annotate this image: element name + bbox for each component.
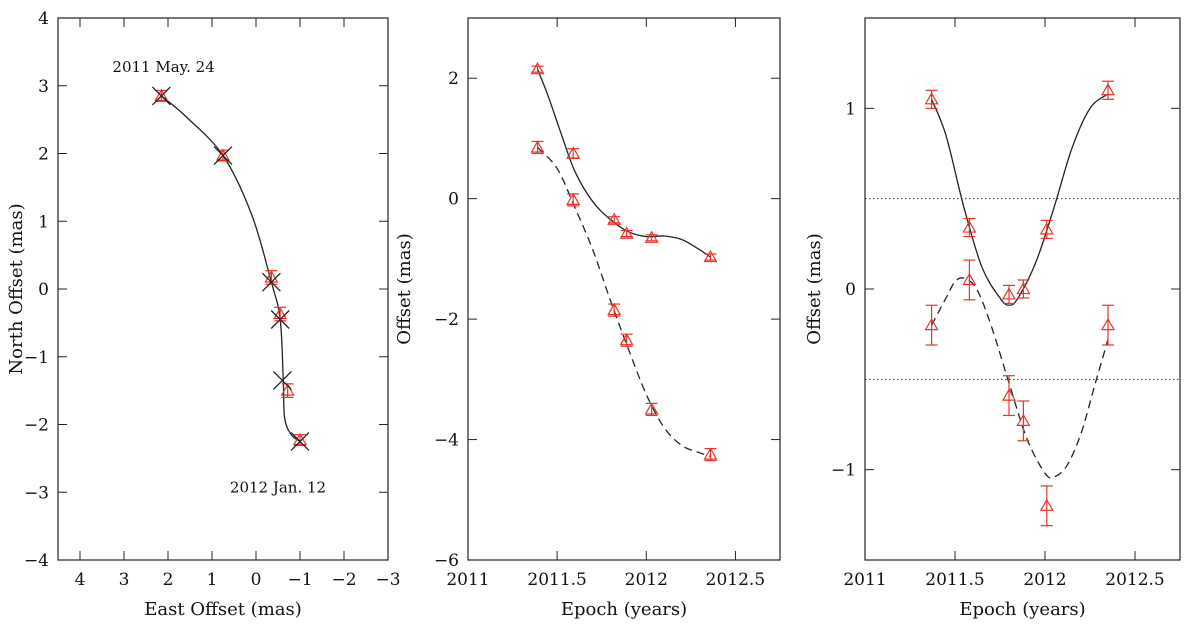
y-tick-label: 1 <box>845 99 856 119</box>
data-point-triangle <box>1016 281 1031 295</box>
annotation-label: 2011 May. 24 <box>112 58 214 76</box>
model-point-cross <box>151 86 171 106</box>
x-tick-label: 2011 <box>843 570 886 590</box>
y-tick-label: 0 <box>448 190 459 210</box>
y-tick-label: 0 <box>38 280 49 300</box>
plot-frame <box>57 17 389 561</box>
data-point-triangle <box>1100 317 1116 331</box>
data-point-triangle <box>924 92 939 105</box>
model-point-cross <box>261 272 281 292</box>
x-tick-label: 0 <box>251 570 262 590</box>
x-tick-label: 2012.5 <box>706 570 765 590</box>
x-tick-label: 2012.5 <box>1105 570 1164 590</box>
data-point-triangle <box>1001 287 1017 300</box>
x-tick-label: −2 <box>331 570 356 590</box>
data-point-triangle <box>1016 413 1031 426</box>
data-point-triangle <box>644 402 659 415</box>
data-point-triangle <box>962 220 977 233</box>
y-tick-label: 3 <box>38 77 49 97</box>
x-axis-title: Epoch (years) <box>959 599 1085 620</box>
y-axis-title: North Offset (mas) <box>6 203 27 374</box>
solid-fit-curve <box>536 68 711 258</box>
y-tick-label: −1 <box>831 461 856 481</box>
model-point-cross <box>213 146 233 165</box>
model-point-cross <box>272 371 292 390</box>
data-point-triangle <box>619 226 634 239</box>
data-point-triangle <box>273 306 288 320</box>
dashed-fit-curve <box>537 147 711 458</box>
plot-frame <box>467 17 781 561</box>
y-tick-label: 1 <box>38 212 49 232</box>
data-point-triangle <box>607 302 622 316</box>
data-point-triangle <box>1039 222 1054 235</box>
data-point-triangle <box>703 447 718 460</box>
data-point-triangle <box>619 332 634 346</box>
x-axis-title: East Offset (mas) <box>144 599 302 620</box>
model-point-cross <box>270 310 290 329</box>
data-point-triangle <box>566 192 581 205</box>
data-point-triangle <box>1100 83 1116 96</box>
y-tick-label: −4 <box>24 551 49 571</box>
data-point-triangle <box>644 230 659 243</box>
annotation-label: 2012 Jan. 12 <box>230 478 326 496</box>
plot-frame <box>864 17 1181 561</box>
data-point-triangle <box>1001 388 1017 401</box>
data-point-triangle <box>154 88 169 102</box>
x-tick-label: −3 <box>375 570 400 590</box>
chart-panel-2: 2011 2011.5 2012 2012.5 −6 −4 −2 0 2 Epoch (years… <box>394 17 781 620</box>
chart-panel-3: 2011 2011.5 2012 2012.5 −1 0 1 Epoch (years) Off… <box>804 17 1181 620</box>
data-point-triangle <box>703 249 718 263</box>
chart-panel-1: 4 3 2 1 0 −1 −2 −3 −4 −3 −2 −1 0 1 2 3 4 East Offset (mas… <box>6 9 401 620</box>
data-point-triangle <box>530 61 545 75</box>
y-tick-label: −6 <box>434 551 459 571</box>
data-point-triangle <box>924 317 939 331</box>
x-tick-label: 3 <box>119 570 130 590</box>
y-tick-label: −4 <box>434 431 459 451</box>
x-tick-label: 2 <box>163 570 174 590</box>
x-tick-label: 2012 <box>625 570 668 590</box>
y-axis-title: Offset (mas) <box>804 233 825 344</box>
y-tick-label: 4 <box>38 9 49 29</box>
data-point-triangle <box>530 140 545 153</box>
data-point-triangle <box>566 146 581 159</box>
y-tick-label: −3 <box>24 483 49 503</box>
y-tick-label: 0 <box>845 280 856 300</box>
y-tick-label: −2 <box>434 310 459 330</box>
model-point-cross <box>290 431 310 451</box>
x-tick-label: −1 <box>287 570 312 590</box>
dashed-fit-curve <box>931 277 1109 479</box>
y-tick-label: −1 <box>24 348 49 368</box>
x-tick-label: 4 <box>75 570 86 590</box>
y-tick-label: −2 <box>24 416 49 436</box>
data-point-triangle <box>280 383 295 396</box>
solid-fit-curve <box>930 93 1109 306</box>
x-tick-label: 2012 <box>1023 570 1066 590</box>
data-point-triangle <box>1039 498 1054 511</box>
data-point-triangle <box>962 272 977 286</box>
y-axis-title: Offset (mas) <box>394 233 415 344</box>
solid-fit-curve <box>160 95 301 442</box>
y-tick-label: 2 <box>38 145 49 165</box>
x-tick-label: 1 <box>207 570 218 590</box>
x-tick-label: 2011.5 <box>925 570 984 590</box>
x-tick-label: 2011.5 <box>527 570 586 590</box>
data-point-triangle <box>607 212 622 225</box>
x-tick-label: 2011 <box>446 570 489 590</box>
x-axis-title: Epoch (years) <box>561 599 687 620</box>
data-point-triangle <box>215 148 231 161</box>
y-tick-label: 2 <box>448 69 459 89</box>
